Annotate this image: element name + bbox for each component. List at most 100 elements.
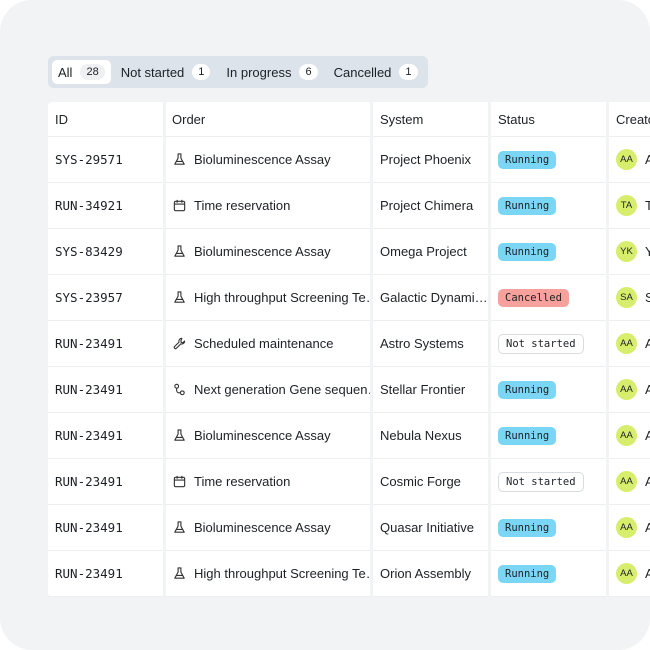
status-badge: Not started [498, 471, 584, 492]
status-cell: Running [491, 551, 606, 597]
creator-cell: AAA [609, 321, 650, 367]
system-name: Project Phoenix [380, 152, 472, 167]
run-id: SYS-83429 [55, 244, 123, 259]
tab-label: Cancelled [333, 64, 392, 80]
creator-cell: AAA [609, 459, 650, 505]
id-cell: SYS-23957 [48, 275, 163, 321]
run-id: RUN-23491 [55, 382, 123, 397]
id-cell: SYS-83429 [48, 229, 163, 275]
system-name: Quasar Initiative [380, 520, 474, 535]
creator-name: Y [645, 244, 650, 259]
order-icon [174, 383, 185, 396]
avatar: AA [616, 149, 637, 170]
order-icon [174, 429, 185, 441]
tab[interactable]: Cancelled 1 [328, 60, 424, 84]
column-header: System [380, 111, 424, 127]
order-icon [173, 199, 186, 212]
creator-cell: TA T [609, 183, 650, 229]
order-name: Bioluminescence Assay [194, 520, 331, 535]
tab-label: All [58, 64, 73, 80]
system-cell: Stellar Frontier [373, 367, 488, 413]
avatar: TA [616, 195, 637, 216]
order-name: Time reservation [194, 474, 291, 489]
tab[interactable]: All 28 [52, 60, 111, 84]
order-cell: Bioluminescence Assay [165, 413, 370, 459]
status-badge: Running [498, 380, 557, 399]
system-name: Project Chimera [380, 198, 474, 213]
status-cell: Running [491, 505, 606, 551]
order-icon [174, 153, 185, 165]
creator-name: A [645, 152, 650, 167]
creator-cell: YK Y [609, 229, 650, 275]
status-cell: Running [491, 137, 606, 183]
system-cell: Astro Systems [373, 321, 488, 367]
order-name: High throughput Screening Te… [194, 290, 370, 305]
order-cell: Bioluminescence Assay [165, 505, 370, 551]
id-cell: SYS-29571 [48, 137, 163, 183]
run-id: SYS-29571 [55, 152, 123, 167]
header-cell: ID [48, 102, 163, 137]
status-badge: Running [498, 196, 557, 215]
run-id: RUN-23491 [55, 566, 123, 581]
column-separator [163, 102, 166, 597]
system-cell: Cosmic Forge [373, 459, 488, 505]
system-name: Galactic Dynami… [380, 290, 488, 305]
order-icon [174, 567, 185, 579]
tab[interactable]: In progress 6 [220, 60, 323, 84]
system-name: Stellar Frontier [380, 382, 466, 397]
tab[interactable]: Not started 1 [115, 60, 217, 84]
creator-name: A [645, 474, 650, 489]
header-cell: Status [491, 102, 606, 137]
status-cell: Cancelled [491, 275, 606, 321]
id-cell: RUN-23491 [48, 505, 163, 551]
creator-name: T [645, 198, 650, 213]
run-id: RUN-23491 [55, 474, 123, 489]
order-name: Bioluminescence Assay [194, 428, 331, 443]
tab-count: 28 [80, 64, 105, 80]
creator-cell: AAA [609, 551, 650, 597]
system-cell: Project Chimera [373, 183, 488, 229]
table: ID Order System Status Creator SYS-29571 Biolu… [48, 102, 650, 597]
order-cell: Time reservation [165, 183, 370, 229]
avatar: AA [616, 333, 637, 354]
creator-cell: AAA [609, 137, 650, 183]
order-icon [174, 521, 185, 533]
id-cell: RUN-23491 [48, 551, 163, 597]
status-cell: Running [491, 413, 606, 459]
run-id: SYS-23957 [55, 290, 123, 305]
status-badge: Running [498, 242, 557, 261]
tab-label: In progress [226, 64, 292, 80]
system-cell: Omega Project [373, 229, 488, 275]
system-cell: Project Phoenix [373, 137, 488, 183]
order-icon [174, 291, 185, 303]
status-badge: Running [498, 564, 557, 583]
status-badge: Running [498, 518, 557, 537]
order-icon [174, 245, 185, 257]
system-cell: Quasar Initiative [373, 505, 488, 551]
system-cell: Nebula Nexus [373, 413, 488, 459]
order-name: Bioluminescence Assay [194, 152, 331, 167]
system-name: Orion Assembly [380, 566, 472, 581]
order-name: High throughput Screening Te… [194, 566, 370, 581]
status-cell: Running [491, 183, 606, 229]
tab-label: Not started [120, 64, 185, 80]
order-cell: High throughput Screening Te… [165, 551, 370, 597]
column-header: Order [172, 111, 206, 127]
avatar: AA [616, 425, 637, 446]
run-id: RUN-23491 [55, 428, 123, 443]
avatar: AA [616, 563, 637, 584]
column-separator [370, 102, 373, 597]
header-cell: Creator [609, 102, 650, 137]
column-header: ID [55, 111, 68, 127]
order-name: Bioluminescence Assay [194, 244, 331, 259]
header-cell: System [373, 102, 488, 137]
creator-cell: AAA [609, 505, 650, 551]
system-name: Omega Project [380, 244, 467, 259]
system-name: Cosmic Forge [380, 474, 461, 489]
status-cell: Not started [491, 321, 606, 367]
avatar: SA [616, 287, 637, 308]
tab-count: 1 [192, 64, 211, 80]
tab-count: 6 [299, 64, 318, 80]
